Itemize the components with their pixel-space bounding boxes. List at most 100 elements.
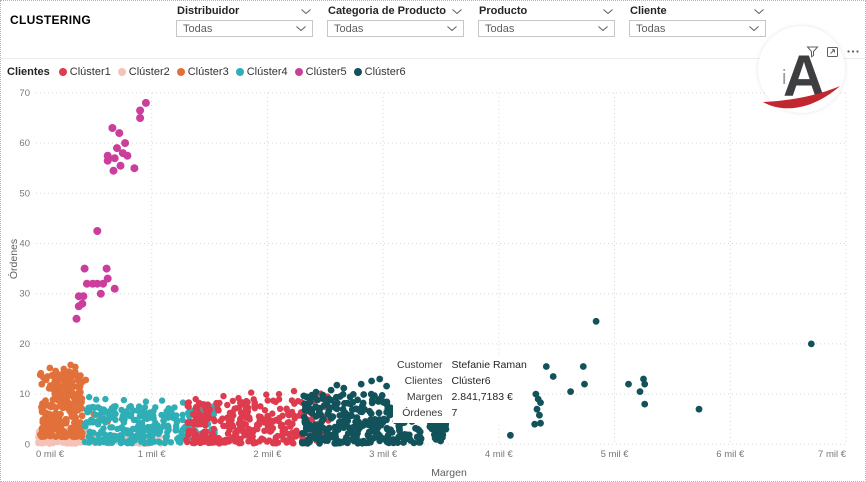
- data-point[interactable]: [641, 380, 649, 388]
- data-point[interactable]: [78, 412, 86, 420]
- data-point[interactable]: [220, 392, 227, 400]
- data-point[interactable]: [255, 413, 263, 420]
- data-point[interactable]: [116, 161, 125, 170]
- data-point[interactable]: [378, 392, 386, 399]
- data-point[interactable]: [251, 400, 258, 408]
- data-point[interactable]: [179, 411, 186, 418]
- data-point[interactable]: [141, 98, 150, 107]
- data-point[interactable]: [136, 412, 143, 420]
- data-point[interactable]: [536, 411, 543, 419]
- data-point[interactable]: [320, 402, 328, 409]
- chevron-down-icon[interactable]: [603, 8, 613, 14]
- data-point[interactable]: [80, 264, 89, 273]
- data-point[interactable]: [344, 430, 352, 437]
- data-point[interactable]: [162, 434, 169, 441]
- data-point[interactable]: [290, 387, 298, 395]
- data-point[interactable]: [367, 420, 375, 428]
- data-point[interactable]: [99, 279, 108, 288]
- data-point[interactable]: [333, 399, 341, 407]
- focus-mode-icon[interactable]: [826, 45, 839, 58]
- data-point[interactable]: [39, 418, 47, 426]
- data-point[interactable]: [200, 436, 207, 443]
- data-point[interactable]: [46, 364, 54, 372]
- data-point[interactable]: [115, 129, 124, 138]
- data-point[interactable]: [161, 439, 168, 447]
- data-point[interactable]: [229, 423, 237, 430]
- data-point[interactable]: [250, 396, 257, 403]
- data-point[interactable]: [38, 440, 46, 447]
- data-point[interactable]: [74, 302, 83, 311]
- data-point[interactable]: [103, 274, 112, 283]
- data-point[interactable]: [549, 373, 557, 380]
- data-point[interactable]: [807, 340, 815, 348]
- data-point[interactable]: [324, 410, 332, 418]
- data-point[interactable]: [625, 380, 632, 388]
- data-point[interactable]: [41, 432, 49, 440]
- data-point[interactable]: [58, 401, 65, 409]
- data-point[interactable]: [224, 414, 231, 421]
- slicer-dropdown[interactable]: Todas: [176, 20, 313, 37]
- data-point[interactable]: [301, 406, 309, 414]
- data-point[interactable]: [211, 417, 218, 425]
- data-point[interactable]: [52, 433, 60, 440]
- legend-item-clúster3[interactable]: Clúster3: [176, 66, 229, 78]
- data-point[interactable]: [254, 425, 261, 433]
- data-point[interactable]: [146, 409, 154, 416]
- data-point[interactable]: [274, 432, 281, 440]
- data-point[interactable]: [507, 431, 514, 439]
- slicer-dropdown[interactable]: Todas: [629, 20, 766, 37]
- data-point[interactable]: [340, 423, 348, 431]
- data-point[interactable]: [248, 389, 255, 396]
- slicer-dropdown[interactable]: Todas: [327, 20, 464, 37]
- data-point[interactable]: [38, 380, 46, 388]
- data-point[interactable]: [90, 429, 97, 436]
- data-point[interactable]: [387, 404, 395, 412]
- data-point[interactable]: [178, 429, 185, 436]
- data-point[interactable]: [263, 391, 270, 398]
- data-point[interactable]: [336, 393, 344, 400]
- data-point[interactable]: [214, 407, 222, 414]
- chevron-down-icon[interactable]: [754, 8, 764, 14]
- data-point[interactable]: [313, 432, 321, 439]
- data-point[interactable]: [285, 436, 293, 444]
- data-point[interactable]: [224, 401, 231, 409]
- data-point[interactable]: [257, 403, 264, 410]
- data-point[interactable]: [532, 390, 540, 398]
- data-point[interactable]: [93, 279, 102, 288]
- data-point[interactable]: [190, 427, 197, 435]
- data-point[interactable]: [106, 415, 113, 422]
- data-point[interactable]: [235, 394, 242, 402]
- data-point[interactable]: [355, 418, 363, 426]
- data-point[interactable]: [400, 439, 407, 446]
- data-point[interactable]: [137, 428, 144, 435]
- data-point[interactable]: [194, 415, 202, 422]
- data-point[interactable]: [59, 383, 67, 390]
- data-point[interactable]: [112, 416, 119, 423]
- data-point[interactable]: [343, 414, 350, 422]
- chevron-down-icon[interactable]: [452, 8, 462, 14]
- data-point[interactable]: [89, 417, 97, 425]
- data-point[interactable]: [135, 422, 142, 429]
- data-point[interactable]: [567, 388, 574, 395]
- data-point[interactable]: [82, 420, 89, 427]
- data-point[interactable]: [385, 439, 393, 447]
- data-point[interactable]: [38, 425, 46, 432]
- data-point[interactable]: [241, 432, 248, 439]
- data-point[interactable]: [52, 415, 60, 423]
- data-point[interactable]: [63, 399, 71, 406]
- data-point[interactable]: [276, 405, 284, 412]
- data-point[interactable]: [102, 395, 109, 403]
- data-point[interactable]: [118, 406, 125, 414]
- data-point[interactable]: [119, 413, 126, 420]
- data-point[interactable]: [156, 439, 163, 446]
- data-point[interactable]: [302, 439, 310, 447]
- data-point[interactable]: [239, 399, 246, 406]
- data-point[interactable]: [261, 407, 269, 414]
- data-point[interactable]: [306, 395, 314, 402]
- data-point[interactable]: [334, 422, 342, 430]
- data-point[interactable]: [67, 426, 75, 433]
- data-point[interactable]: [579, 363, 587, 370]
- data-point[interactable]: [102, 419, 109, 426]
- data-point[interactable]: [375, 409, 383, 417]
- data-point[interactable]: [150, 415, 157, 422]
